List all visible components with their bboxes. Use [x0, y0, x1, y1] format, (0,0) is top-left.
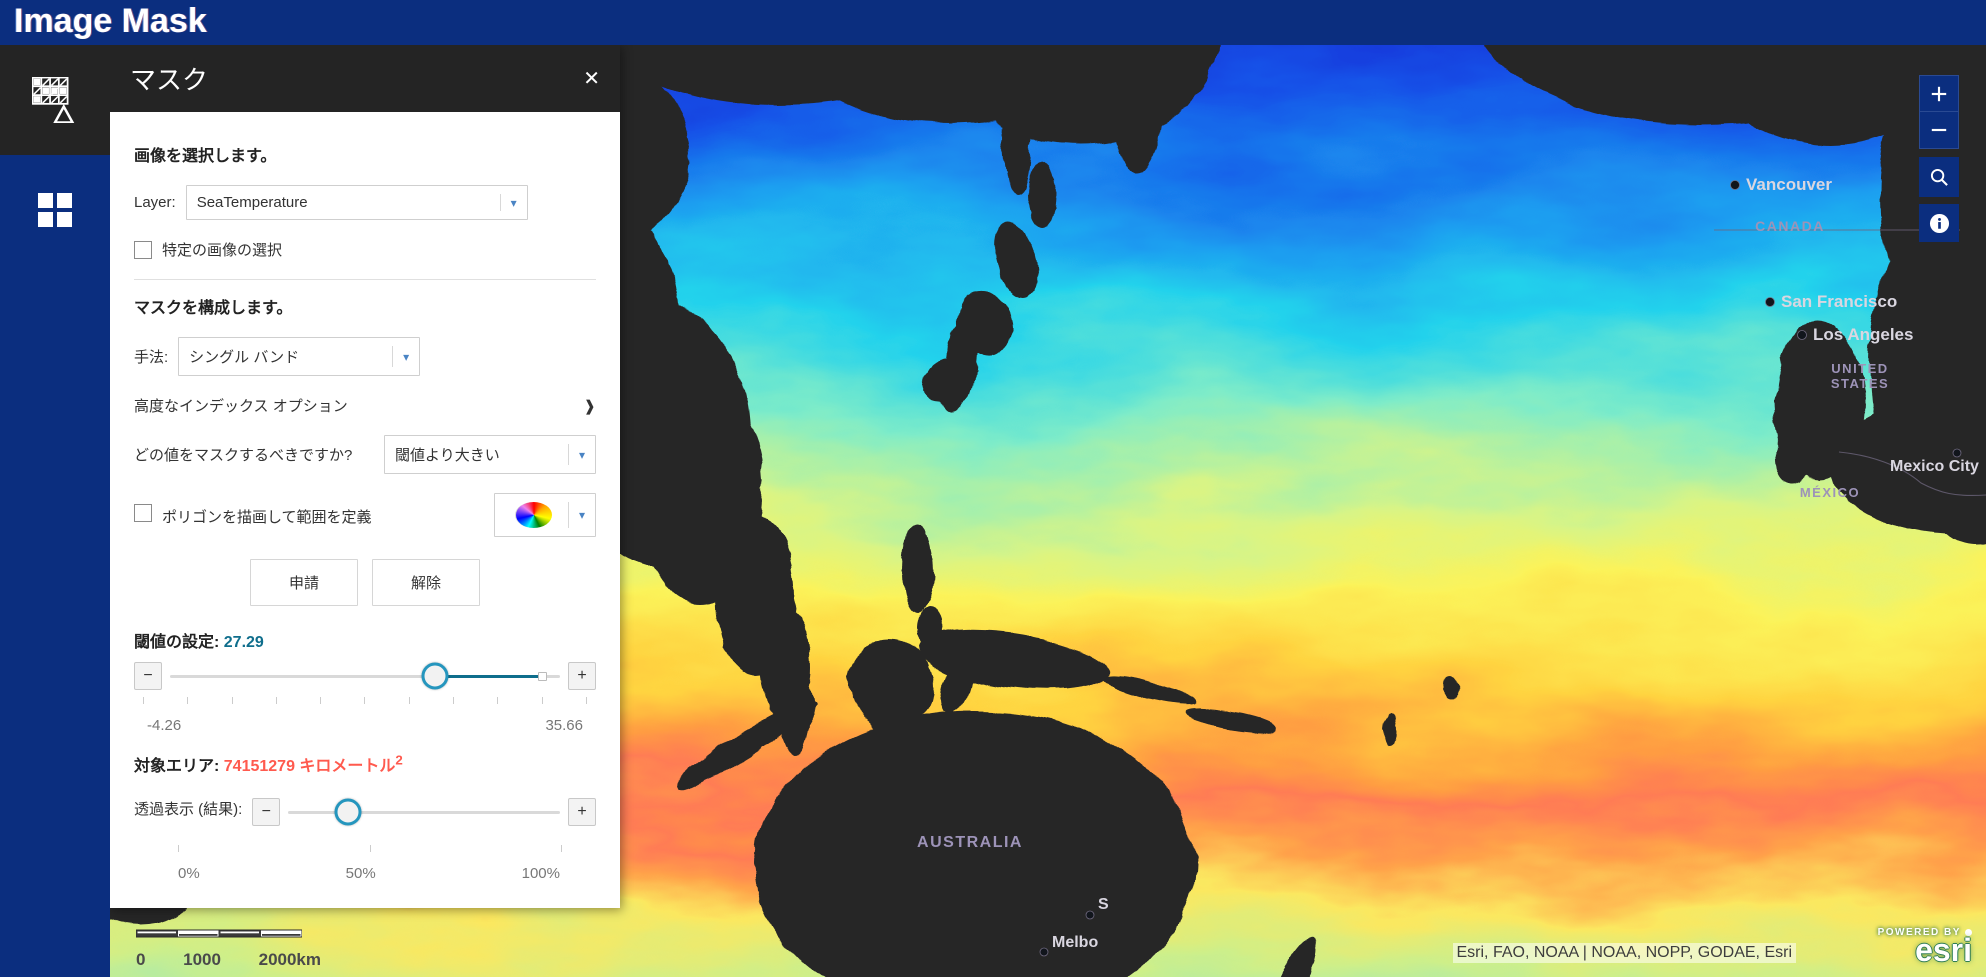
svg-text:Melbo: Melbo: [1052, 934, 1098, 951]
svg-text:Los Angeles: Los Angeles: [1813, 325, 1913, 344]
svg-text:Vancouver: Vancouver: [1746, 175, 1832, 194]
svg-text:San Francisco: San Francisco: [1781, 292, 1897, 311]
svg-text:MÉXICO: MÉXICO: [1800, 485, 1860, 500]
svg-text:S: S: [1098, 896, 1109, 913]
svg-text:CANADA: CANADA: [1755, 218, 1825, 234]
svg-text:STATES: STATES: [1831, 376, 1889, 391]
svg-text:UNITED: UNITED: [1831, 361, 1888, 376]
svg-text:AUSTRALIA: AUSTRALIA: [917, 834, 1023, 851]
svg-text:Mexico City: Mexico City: [1890, 458, 1979, 475]
